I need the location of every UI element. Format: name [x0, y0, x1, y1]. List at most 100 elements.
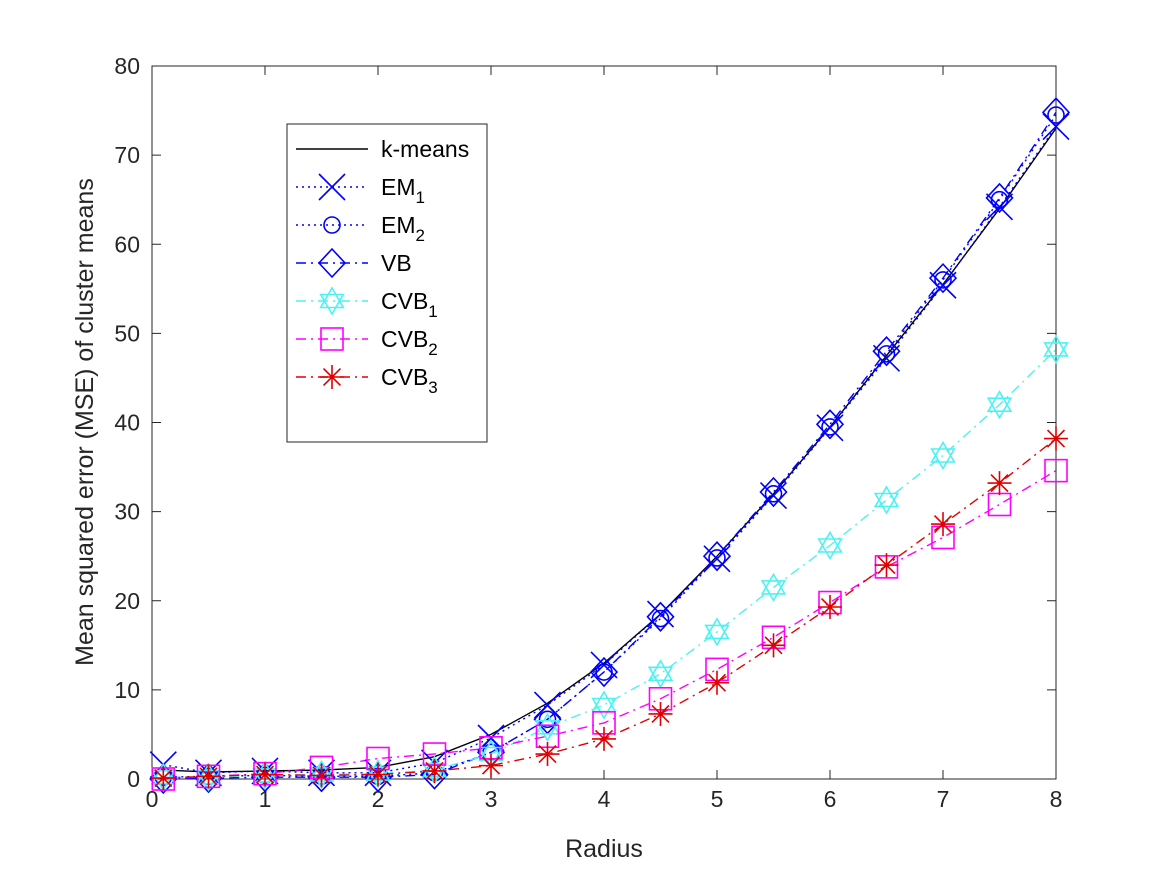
data-point — [648, 701, 673, 726]
legend-label: CVB3 — [381, 364, 438, 397]
data-point — [759, 476, 788, 508]
data-point — [422, 758, 447, 783]
y-tick-label: 60 — [114, 231, 140, 257]
x-tick-label: 7 — [937, 786, 950, 812]
legend-marker — [320, 327, 344, 351]
data-point — [534, 712, 561, 742]
y-tick-label: 10 — [114, 677, 140, 703]
marker-triangle-down — [817, 538, 843, 561]
data-point — [151, 766, 176, 791]
data-point — [985, 193, 1014, 221]
legend-label: VB — [381, 250, 412, 276]
marker-triangle-down — [319, 293, 345, 316]
legend-label: EM1 — [381, 174, 425, 207]
y-tick-label: 0 — [127, 766, 140, 792]
marker-triangle-down — [986, 397, 1013, 420]
marker-triangle-down — [534, 719, 561, 742]
series-line-vb — [163, 111, 1057, 780]
data-point — [929, 271, 957, 299]
legend-marker — [317, 247, 347, 279]
series-markers — [149, 97, 1071, 795]
marker-triangle-up — [760, 572, 787, 595]
marker-triangle-up — [647, 659, 674, 682]
data-point — [821, 418, 839, 436]
data-point — [1043, 334, 1069, 364]
marker-triangle-down — [591, 697, 617, 720]
marker-triangle-down — [1043, 342, 1069, 364]
data-point — [646, 600, 675, 628]
legend-item: VB — [296, 247, 412, 279]
data-point — [592, 726, 616, 751]
data-point — [420, 759, 449, 790]
legend-item: k-means — [296, 136, 469, 162]
legend: k-means EM1 EM2 VB CVB1 CVB2 CVB3 — [286, 123, 488, 443]
legend-item: EM1 — [296, 173, 425, 207]
marker-triangle-down — [704, 624, 730, 647]
data-point — [538, 710, 557, 729]
data-point — [708, 549, 726, 567]
legend-marker — [319, 286, 345, 316]
marker-triangle-down — [930, 448, 956, 471]
data-point — [1041, 97, 1071, 128]
legend-item: EM2 — [296, 212, 425, 245]
legend-marker — [318, 173, 346, 201]
y-tick-label: 30 — [114, 499, 140, 525]
x-tick-label: 1 — [259, 786, 272, 812]
y-tick-label: 20 — [114, 588, 140, 614]
data-point — [479, 753, 503, 778]
data-point — [647, 659, 674, 689]
data-point — [196, 764, 221, 789]
legend-box — [286, 123, 488, 443]
data-point — [930, 440, 956, 471]
data-point — [702, 541, 732, 572]
legend-label: CVB2 — [381, 326, 438, 359]
x-tick-label: 6 — [824, 786, 837, 812]
data-point — [761, 633, 786, 658]
data-point — [590, 651, 618, 679]
y-tick-label: 80 — [114, 53, 140, 79]
y-tick-label: 50 — [114, 320, 140, 346]
marker-triangle-up — [704, 617, 730, 640]
legend-label: EM2 — [381, 212, 425, 245]
data-point — [928, 262, 958, 294]
legend-item: CVB3 — [296, 364, 438, 397]
series-line-em-2 — [163, 114, 1057, 778]
marker-triangle-down — [478, 746, 504, 769]
data-point — [817, 530, 843, 561]
data-point — [705, 670, 729, 695]
x-tick-label: 8 — [1050, 786, 1063, 812]
data-point — [646, 601, 675, 632]
legend-item: CVB1 — [296, 286, 438, 321]
x-tick-label: 0 — [146, 786, 159, 812]
data-point — [253, 762, 277, 787]
marker-triangle-up — [817, 530, 843, 553]
x-tick-label: 2 — [372, 786, 385, 812]
x-tick-label: 5 — [711, 786, 724, 812]
marker-triangle-up — [534, 712, 561, 735]
data-point — [704, 617, 730, 647]
data-point — [535, 742, 560, 767]
data-point — [651, 609, 670, 628]
y-tick-label: 40 — [114, 410, 140, 436]
y-axis-title: Mean squared error (MSE) of cluster mean… — [71, 178, 99, 666]
marker-triangle-up — [319, 286, 345, 309]
marker-triangle-up — [873, 485, 900, 508]
y-tick-label: 70 — [114, 142, 140, 168]
data-point — [872, 344, 901, 372]
legend-label: k-means — [381, 136, 469, 162]
legend-item: CVB2 — [296, 326, 438, 359]
data-point — [1047, 106, 1065, 124]
data-point — [309, 763, 334, 788]
series-line-k-means — [163, 127, 1057, 773]
data-point — [760, 572, 787, 602]
data-point — [1044, 458, 1068, 483]
marker-triangle-up — [986, 390, 1013, 413]
series-line-cvb-2 — [163, 469, 1057, 780]
data-point — [589, 656, 619, 688]
data-point — [931, 512, 955, 537]
x-axis-title: Radius — [565, 835, 643, 863]
data-point — [934, 271, 952, 289]
data-point — [815, 409, 845, 440]
data-point — [985, 182, 1014, 214]
